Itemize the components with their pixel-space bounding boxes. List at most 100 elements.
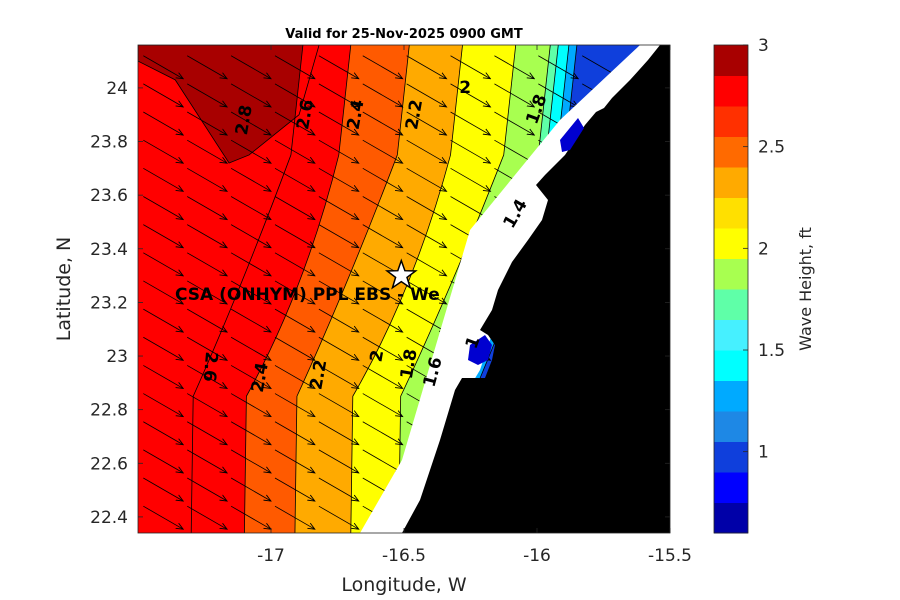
wave-arrow [362,365,403,388]
wave-arrow [143,449,183,473]
wave-arrow [143,421,183,445]
wave-arrow [318,224,359,248]
wave-arrow [406,252,447,276]
wave-arrow [143,477,183,501]
wave-arrow [318,55,359,79]
wave-arrow [187,365,227,388]
y-tick-label: 22.6 [90,454,128,474]
wave-arrow [274,252,315,276]
wave-arrow [274,55,315,79]
coast-inlet-north [560,118,584,152]
wave-arrow [187,336,227,360]
wave-arrow [318,505,359,529]
y-axis-label: Latitude, N [53,237,75,342]
no-data-white-strip [360,45,670,533]
wave-arrow [274,83,315,107]
wave-arrow [318,477,359,501]
colorbar-segment [714,228,748,259]
wave-arrow [187,421,227,445]
wave-arrow [406,139,447,163]
wave-arrow [230,505,271,529]
wave-arrow [274,365,315,388]
wave-arrow [274,308,315,332]
wave-arrow [318,139,359,163]
contour-label: 2 [459,78,471,98]
wave-arrow [362,421,403,445]
wave-arrow [406,308,447,332]
colorbar [714,45,748,534]
wave-arrow [230,477,271,501]
contour-label: 2 [367,348,389,363]
wave-arrow [230,308,271,332]
colorbar-tick-label: 1.5 [758,341,785,361]
wave-arrow [362,393,403,417]
contour-line-2.2 [294,45,410,533]
wave-arrow [274,111,315,135]
wave-arrow [274,167,315,191]
wave-arrow [187,196,227,219]
wave-arrow [230,336,271,360]
wave-arrow [362,167,403,191]
wave-arrow [230,196,271,219]
wave-arrow [318,393,359,417]
colorbar-segment [714,258,748,290]
wave-arrow [230,393,271,417]
wave-arrow [362,224,403,248]
wave-arrow [274,477,315,501]
wave-arrow [230,167,271,191]
x-axis-label: Longitude, W [341,574,467,596]
wave-arrow [494,139,534,163]
colorbar-segment [714,441,748,473]
x-tick-label: -16.5 [382,546,426,566]
wave-arrow [143,55,183,79]
y-tick-label: 22.4 [90,508,128,528]
x-tick-label: -17 [257,546,285,566]
colorbar-frame [713,44,749,534]
colorbar-segment [714,197,748,229]
wave-arrow [406,224,447,248]
wave-arrow [318,280,359,304]
wave-arrow [143,336,183,360]
wave-arrow [406,83,447,107]
colorbar-tick-label: 2 [758,239,769,259]
wave-arrow [230,224,271,248]
x-tick-label: -15.5 [648,546,692,566]
wave-arrow [318,111,359,135]
coast-inlet-bay [468,335,492,365]
wave-arrow [494,55,534,79]
y-tick-label: 23.6 [90,186,128,206]
colorbar-tick-label: 1 [758,443,769,463]
contour-line-2.8 [138,45,320,164]
colorbar-segment [714,472,748,503]
colorbar-tick-label: 3 [758,36,769,56]
wave-arrow [274,139,315,163]
colorbar-segment [714,167,748,198]
wave-arrow [143,365,183,388]
wave-arrow [318,336,359,360]
wave-arrow [143,393,183,417]
wave-arrow [274,393,315,417]
wave-arrow [187,139,227,163]
chart-title: Valid for 25-Nov-2025 0900 GMT [285,27,523,42]
x-axis-ticks: -17 -16.5 -16 -15.5 [257,45,692,566]
wave-arrow [362,55,403,79]
contour-label: 2.6 [199,351,222,383]
y-tick-label: 24 [106,79,128,99]
wave-arrow [143,196,183,219]
wave-arrow [362,139,403,163]
colorbar-segment [714,75,748,107]
wave-arrow [318,308,359,332]
colorbar-segment [714,319,748,351]
wave-arrow [318,252,359,276]
wave-arrow [362,196,403,219]
colorbar-segment [714,411,748,442]
wave-arrow [406,280,447,304]
colorbar-segment [714,350,748,381]
y-tick-label: 23.4 [90,240,128,260]
wave-arrow [318,196,359,219]
colorbar-segment [714,45,748,76]
wave-arrow [187,393,227,417]
colorbar-segment [714,380,748,412]
wave-arrow [406,55,447,79]
